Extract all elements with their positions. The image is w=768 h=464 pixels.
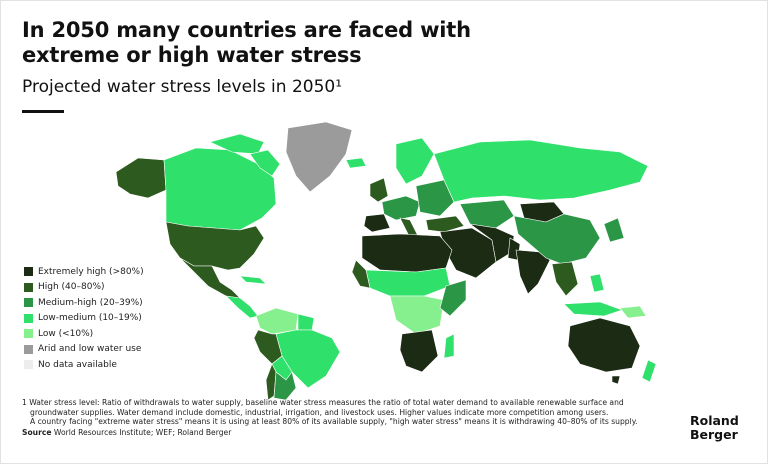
legend-item-no-data: No data available: [24, 357, 144, 373]
kazakhstan: [459, 199, 515, 229]
legend-swatch: [24, 344, 33, 354]
legend-label: No data available: [38, 359, 117, 370]
southeast-asia: [551, 261, 579, 297]
legend-item-extremely-high: Extremely high (>80%): [24, 264, 144, 280]
footnote-line: A country facing "extreme water stress" …: [30, 417, 638, 427]
legend-label: Low (<10%): [38, 328, 94, 339]
page-title: In 2050 many countries are faced with ex…: [22, 18, 471, 67]
colombia-venezuela: [255, 307, 299, 335]
greenland: [285, 121, 353, 193]
west-africa-coast: [351, 259, 371, 289]
logo-line: Berger: [690, 427, 738, 442]
legend-item-medium-high: Medium-high (20–39%): [24, 295, 144, 311]
footnote-line: 1 Water stress level: Ratio of withdrawa…: [22, 398, 624, 407]
central-africa: [389, 295, 445, 335]
guianas: [297, 313, 315, 331]
argentina: [273, 371, 297, 400]
alaska: [115, 157, 167, 199]
eastern-europe: [415, 179, 455, 217]
mexico: [179, 257, 241, 299]
page-subtitle: Projected water stress levels in 2050¹: [22, 77, 343, 97]
footnotes: 1 Water stress level: Ratio of withdrawa…: [22, 398, 662, 437]
papua-new-guinea: [619, 305, 647, 319]
legend-label: High (40–80%): [38, 282, 105, 293]
east-africa: [439, 279, 467, 317]
cuba: [239, 275, 267, 285]
roland-berger-logo: Roland Berger: [690, 414, 739, 442]
legend-swatch: [24, 298, 33, 308]
legend-label: Extremely high (>80%): [38, 266, 144, 277]
chile: [265, 363, 277, 400]
source-line: Source World Resources Institute; WEF; R…: [22, 428, 662, 438]
australia: [567, 317, 641, 373]
legend-swatch: [24, 313, 33, 323]
legend: Extremely high (>80%) High (40–80%) Medi…: [24, 264, 144, 373]
world-map: [115, 121, 657, 400]
tasmania: [611, 375, 621, 385]
new-zealand: [641, 359, 657, 383]
southern-africa: [399, 329, 439, 373]
legend-swatch: [24, 329, 33, 339]
turkey-caucasus: [425, 215, 465, 233]
legend-item-low-medium: Low-medium (10–19%): [24, 311, 144, 327]
legend-item-arid: Arid and low water use: [24, 342, 144, 358]
north-africa: [361, 233, 453, 273]
source-label: Source: [22, 427, 52, 437]
footnote-line: groundwater supplies. Water demand inclu…: [30, 407, 609, 417]
legend-swatch: [24, 267, 33, 277]
legend-label: Arid and low water use: [38, 344, 142, 355]
sahel: [365, 267, 451, 297]
madagascar: [443, 333, 455, 359]
source-text: World Resources Institute; WEF; Roland B…: [51, 427, 232, 437]
legend-item-low: Low (<10%): [24, 326, 144, 342]
legend-swatch: [24, 282, 33, 292]
indonesia: [563, 301, 623, 317]
usa: [165, 221, 265, 271]
legend-label: Low-medium (10–19%): [38, 313, 142, 324]
scandinavia: [395, 137, 435, 185]
western-europe: [381, 195, 421, 221]
central-america: [225, 295, 259, 319]
china: [513, 213, 601, 265]
legend-item-high: High (40–80%): [24, 280, 144, 296]
canada-arctic-islands: [209, 133, 265, 155]
philippines: [589, 273, 605, 293]
uk-ireland: [369, 177, 389, 203]
legend-swatch: [24, 360, 33, 370]
title-rule: [22, 110, 64, 113]
logo-line: Roland: [690, 413, 739, 428]
legend-label: Medium-high (20–39%): [38, 297, 143, 308]
korea-japan: [603, 217, 625, 243]
iberia: [363, 213, 391, 233]
baffin-island: [249, 149, 281, 177]
iceland: [345, 157, 367, 169]
russia: [433, 139, 649, 203]
